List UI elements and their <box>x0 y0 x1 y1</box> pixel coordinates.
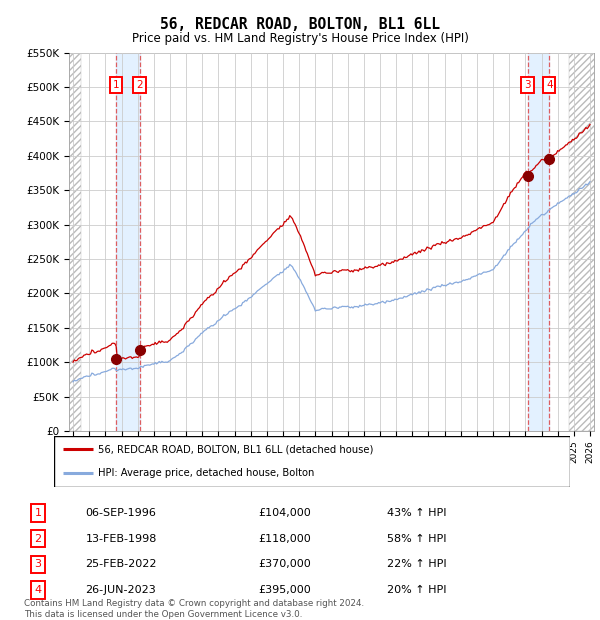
Text: HPI: Average price, detached house, Bolton: HPI: Average price, detached house, Bolt… <box>98 469 314 479</box>
Bar <box>116 53 140 431</box>
FancyBboxPatch shape <box>54 436 570 487</box>
Text: 3: 3 <box>524 80 531 90</box>
Text: 22% ↑ HPI: 22% ↑ HPI <box>387 559 446 569</box>
Text: £370,000: £370,000 <box>259 559 311 569</box>
Text: 06-SEP-1996: 06-SEP-1996 <box>85 508 156 518</box>
Text: 25-FEB-2022: 25-FEB-2022 <box>85 559 157 569</box>
Text: 1: 1 <box>113 80 119 90</box>
Text: £395,000: £395,000 <box>259 585 311 595</box>
Text: 1: 1 <box>34 508 41 518</box>
Text: 58% ↑ HPI: 58% ↑ HPI <box>387 534 446 544</box>
Text: £104,000: £104,000 <box>259 508 311 518</box>
Text: £118,000: £118,000 <box>259 534 311 544</box>
Text: 2: 2 <box>136 80 143 90</box>
Text: 43% ↑ HPI: 43% ↑ HPI <box>387 508 446 518</box>
Bar <box>527 53 549 431</box>
Text: Contains HM Land Registry data © Crown copyright and database right 2024.
This d: Contains HM Land Registry data © Crown c… <box>24 600 364 619</box>
Text: 56, REDCAR ROAD, BOLTON, BL1 6LL (detached house): 56, REDCAR ROAD, BOLTON, BL1 6LL (detach… <box>98 444 373 454</box>
Text: 4: 4 <box>34 585 41 595</box>
Bar <box>65 53 81 431</box>
Text: 26-JUN-2023: 26-JUN-2023 <box>85 585 156 595</box>
Text: Price paid vs. HM Land Registry's House Price Index (HPI): Price paid vs. HM Land Registry's House … <box>131 32 469 45</box>
Bar <box>569 53 600 431</box>
Text: 13-FEB-1998: 13-FEB-1998 <box>85 534 157 544</box>
Text: 2: 2 <box>34 534 41 544</box>
Text: 3: 3 <box>34 559 41 569</box>
Text: 56, REDCAR ROAD, BOLTON, BL1 6LL: 56, REDCAR ROAD, BOLTON, BL1 6LL <box>160 17 440 32</box>
Text: 4: 4 <box>546 80 553 90</box>
Text: 20% ↑ HPI: 20% ↑ HPI <box>387 585 446 595</box>
